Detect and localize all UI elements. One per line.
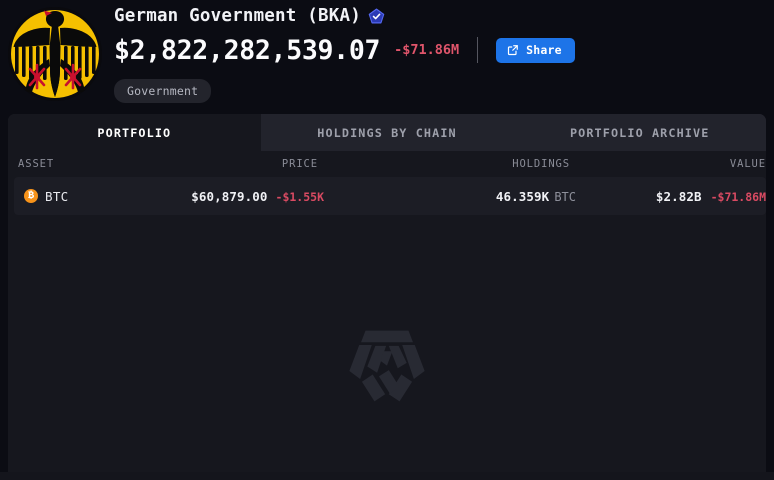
asset-holdings-amount: 46.359K	[495, 188, 550, 204]
portfolio-value-row: $2,822,282,539.07 -$71.86M Share	[114, 33, 575, 67]
avatar	[8, 7, 102, 101]
bitcoin-icon: ₿	[24, 189, 38, 203]
asset-holdings-unit: BTC	[554, 189, 576, 204]
asset-price: $60,879.00	[191, 188, 268, 204]
arkham-pentagon-logo-watermark	[342, 319, 432, 405]
table-row[interactable]: ₿ BTC $60,879.00 -$1.55K 46.359K BTC $2.…	[14, 177, 766, 215]
column-header-price[interactable]: PRICE	[281, 158, 318, 170]
tab-holdings-by-chain[interactable]: HOLDINGS BY CHAIN	[260, 114, 514, 151]
external-link-icon	[507, 44, 519, 56]
asset-value: $2.82B	[655, 188, 702, 204]
cell-value: $2.82B -$71.86M	[576, 189, 766, 204]
asset-value-change: -$71.86M	[710, 189, 766, 204]
asset-price-change: -$1.55K	[275, 189, 324, 204]
header-main: German Government (BKA) $2,822,282,539.0…	[114, 0, 774, 114]
title-row: German Government (BKA)	[114, 6, 385, 26]
profile-header: German Government (BKA) $2,822,282,539.0…	[0, 0, 774, 114]
cell-holdings: 46.359K BTC	[324, 189, 576, 204]
share-button-label: Share	[526, 43, 562, 57]
column-header-holdings[interactable]: HOLDINGS	[512, 158, 570, 170]
column-header-asset[interactable]: ASSET	[18, 158, 55, 170]
asset-symbol: BTC	[45, 188, 69, 204]
column-header-value[interactable]: VALUE	[729, 158, 766, 170]
entity-tag-government[interactable]: Government	[114, 79, 212, 103]
page-title: German Government (BKA)	[114, 6, 361, 26]
cell-asset: ₿ BTC	[14, 189, 190, 204]
bottom-strip	[0, 472, 774, 480]
cell-price: $60,879.00 -$1.55K	[190, 189, 324, 204]
table-column-headers: ASSET PRICE HOLDINGS VALUE	[8, 151, 766, 177]
verified-shield-check-icon	[368, 8, 385, 25]
header-divider	[477, 37, 479, 63]
tab-portfolio-archive[interactable]: PORTFOLIO ARCHIVE	[513, 114, 766, 151]
asset-table-body: ₿ BTC $60,879.00 -$1.55K 46.359K BTC $2.…	[8, 177, 766, 215]
share-button[interactable]: Share	[496, 37, 575, 63]
tab-bar: PORTFOLIO HOLDINGS BY CHAIN PORTFOLIO AR…	[8, 114, 766, 151]
bitcoin-glyph: ₿	[27, 190, 34, 201]
tag-row: Government	[114, 79, 212, 103]
portfolio-total-value: $2,822,282,539.07	[114, 34, 381, 66]
tab-portfolio[interactable]: PORTFOLIO	[8, 114, 261, 151]
portfolio-panel: PORTFOLIO HOLDINGS BY CHAIN PORTFOLIO AR…	[8, 114, 766, 472]
portfolio-change-value: -$71.86M	[394, 42, 460, 58]
